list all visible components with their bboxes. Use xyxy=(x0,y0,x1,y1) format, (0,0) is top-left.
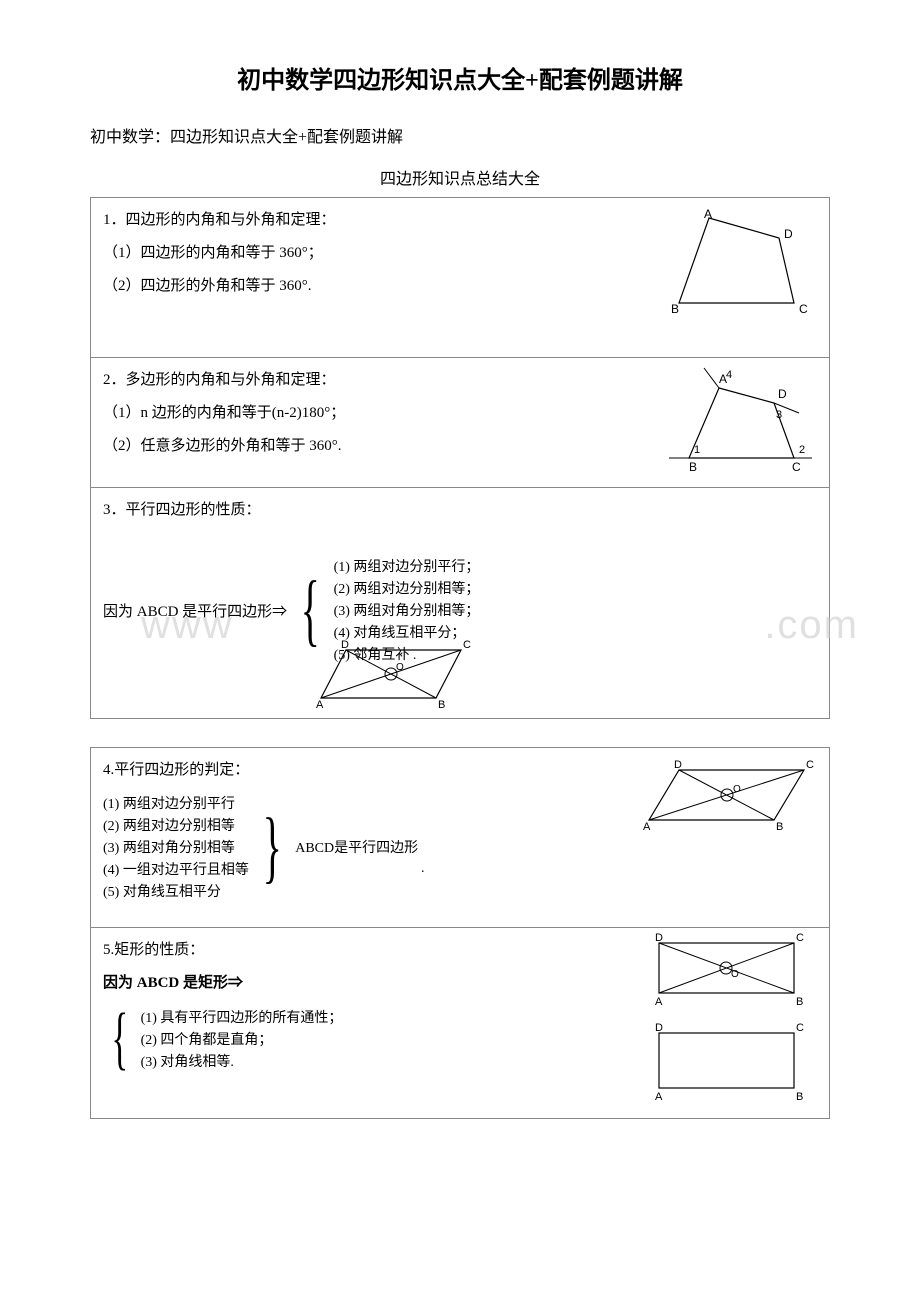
svg-text:3: 3 xyxy=(776,409,782,421)
svg-text:C: C xyxy=(796,933,804,944)
svg-text:B: B xyxy=(438,699,445,710)
s3-lead: 因为 ABCD 是平行四边形⇒ xyxy=(103,600,287,621)
rectangle-figure: D C A B xyxy=(649,1023,809,1103)
svg-text:B: B xyxy=(796,996,803,1008)
svg-text:1: 1 xyxy=(694,444,700,456)
svg-text:B: B xyxy=(689,460,697,473)
left-brace-icon: { xyxy=(301,570,320,650)
summary-box-2: 4.平行四边形的判定： (1) 两组对边分别平行 (2) 两组对边分别相等 (3… xyxy=(90,747,830,1119)
s4-item: (5) 对角线互相平分 xyxy=(103,881,249,901)
s3-item: (2) 两组对边分别相等； xyxy=(334,578,480,598)
svg-text:C: C xyxy=(799,302,808,316)
svg-text:C: C xyxy=(806,760,814,771)
svg-text:A: A xyxy=(655,996,663,1008)
s5-item: (1) 具有平行四边形的所有通性； xyxy=(141,1007,343,1027)
svg-text:A: A xyxy=(316,699,324,710)
svg-text:O: O xyxy=(396,662,404,673)
page-title: 初中数学四边形知识点大全+配套例题讲解 xyxy=(90,60,830,95)
parallelogram-figure-2: D C A B O xyxy=(639,760,819,835)
svg-text:D: D xyxy=(655,1023,663,1034)
section-5: 5.矩形的性质： 因为 ABCD 是矩形⇒ { (1) 具有平行四边形的所有通性… xyxy=(91,928,829,1118)
s5-item: (3) 对角线相等. xyxy=(141,1051,343,1071)
polygon-exterior-figure: A 4 D 3 1 2 B C xyxy=(664,363,814,473)
s4-item: (2) 两组对边分别相等 xyxy=(103,815,249,835)
parallelogram-figure: D C A B O xyxy=(316,640,476,710)
svg-text:A: A xyxy=(704,208,712,221)
section-heading: 四边形知识点总结大全 xyxy=(90,165,830,189)
section-3: 3．平行四边形的性质： 因为 ABCD 是平行四边形⇒ { (1) 两组对边分别… xyxy=(91,488,829,718)
svg-text:D: D xyxy=(341,640,349,651)
left-brace-icon: { xyxy=(111,1004,128,1074)
s4-item: (4) 一组对边平行且相等 xyxy=(103,859,249,879)
svg-text:C: C xyxy=(796,1023,804,1034)
svg-text:O: O xyxy=(731,969,739,980)
s4-dot: . xyxy=(421,861,425,877)
quadrilateral-figure: A D C B xyxy=(659,208,809,318)
s3-item: (3) 两组对角分别相等； xyxy=(334,600,480,620)
s4-result: ABCD是平行四边形 xyxy=(295,837,418,857)
svg-text:B: B xyxy=(671,302,679,316)
section-2: 2．多边形的内角和与外角和定理： （1）n 边形的内角和等于(n-2)180°；… xyxy=(91,358,829,488)
right-brace-icon: } xyxy=(262,807,281,887)
page-subtitle: 初中数学：四边形知识点大全+配套例题讲解 xyxy=(90,123,830,147)
svg-text:B: B xyxy=(796,1091,803,1103)
svg-text:C: C xyxy=(463,640,471,651)
s3-item: (4) 对角线互相平分； xyxy=(334,622,480,642)
s3-item: (1) 两组对边分别平行； xyxy=(334,556,480,576)
svg-text:D: D xyxy=(784,227,793,241)
section-1: 1．四边形的内角和与外角和定理： （1）四边形的内角和等于 360°； （2）四… xyxy=(91,198,829,358)
svg-text:4: 4 xyxy=(726,369,732,381)
svg-text:D: D xyxy=(655,933,663,944)
summary-box-1: 1．四边形的内角和与外角和定理： （1）四边形的内角和等于 360°； （2）四… xyxy=(90,197,830,719)
section-4: 4.平行四边形的判定： (1) 两组对边分别平行 (2) 两组对边分别相等 (3… xyxy=(91,748,829,928)
svg-text:A: A xyxy=(643,821,651,833)
svg-text:B: B xyxy=(776,821,783,833)
svg-text:2: 2 xyxy=(799,444,805,456)
s5-item: (2) 四个角都是直角； xyxy=(141,1029,343,1049)
svg-text:D: D xyxy=(778,387,787,401)
svg-text:A: A xyxy=(655,1091,663,1103)
s3-heading: 3．平行四边形的性质： xyxy=(103,498,817,519)
svg-text:O: O xyxy=(733,784,741,795)
svg-text:D: D xyxy=(674,760,682,771)
s4-item: (3) 两组对角分别相等 xyxy=(103,837,249,857)
svg-text:C: C xyxy=(792,460,801,473)
s4-items: (1) 两组对边分别平行 (2) 两组对边分别相等 (3) 两组对角分别相等 (… xyxy=(103,791,249,903)
s4-item: (1) 两组对边分别平行 xyxy=(103,793,249,813)
rectangle-diagonals-figure: D C A B O xyxy=(649,933,809,1008)
s5-items: (1) 具有平行四边形的所有通性； (2) 四个角都是直角； (3) 对角线相等… xyxy=(141,1005,343,1073)
